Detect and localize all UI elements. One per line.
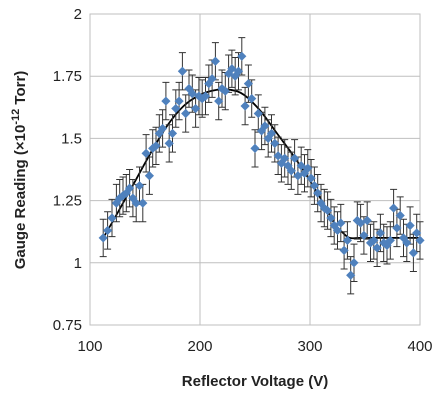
data-point <box>210 56 220 66</box>
data-point <box>177 66 187 76</box>
y-tick-label: 1.5 <box>61 130 82 147</box>
x-axis-title: Reflector Voltage (V) <box>182 373 328 390</box>
data-point <box>273 151 283 161</box>
data-point <box>214 96 224 106</box>
data-point <box>240 101 250 111</box>
data-point <box>131 198 141 208</box>
data-point <box>408 248 418 258</box>
data-point <box>107 213 117 223</box>
data-point <box>326 213 336 223</box>
data-point <box>372 243 382 253</box>
y-tick-label: 0.75 <box>53 317 82 334</box>
data-point <box>319 203 329 213</box>
data-point <box>293 171 303 181</box>
y-tick-labels: 0.75 1 1.25 1.5 1.75 2 <box>53 6 82 334</box>
data-point <box>125 183 135 193</box>
x-tick-label: 100 <box>77 338 102 355</box>
data-point <box>257 126 267 136</box>
data-point <box>174 96 184 106</box>
x-tick-labels: 100 200 300 400 <box>77 338 432 355</box>
y-tick-label: 1.75 <box>53 68 82 85</box>
data-point <box>405 220 415 231</box>
data-point <box>220 86 230 96</box>
data-point <box>415 235 425 246</box>
data-point <box>349 258 359 268</box>
data-point <box>164 138 174 148</box>
y-axis-title-suffix: Torr) <box>12 71 29 109</box>
data-point <box>184 84 194 94</box>
data-point <box>141 148 151 158</box>
data-point <box>250 143 260 153</box>
data-point <box>286 166 296 176</box>
y-axis-title-exponent: -12 <box>10 109 22 125</box>
data-point <box>309 181 319 191</box>
data-point <box>412 228 422 238</box>
data-point <box>98 233 108 243</box>
data-point <box>359 230 369 241</box>
data-point <box>346 270 356 280</box>
data-point <box>138 198 148 208</box>
data-point <box>103 225 113 236</box>
data-point <box>385 235 395 246</box>
data-point <box>362 215 372 226</box>
data-point <box>303 163 313 173</box>
data-point <box>339 245 349 255</box>
data-point <box>389 203 399 213</box>
y-tick-label: 1 <box>74 255 82 272</box>
data-point <box>243 79 253 89</box>
data-point <box>290 153 300 163</box>
data-point <box>352 215 362 226</box>
data-point <box>392 223 402 233</box>
data-point <box>247 93 257 104</box>
data-point <box>336 218 346 228</box>
data-point <box>266 128 277 139</box>
data-point <box>200 91 211 101</box>
data-point <box>233 66 244 76</box>
data-point <box>253 108 263 119</box>
data-point <box>167 128 178 139</box>
x-tick-label: 300 <box>297 338 322 355</box>
y-tick-label: 2 <box>74 6 82 23</box>
y-axis-title: Gauge Reading (×10-12 Torr) <box>10 71 29 270</box>
data-point <box>158 123 168 134</box>
plot-area-border <box>89 13 421 326</box>
fit-curve <box>102 88 420 240</box>
data-point <box>313 188 323 198</box>
data-point <box>375 228 385 238</box>
data-point <box>134 181 145 191</box>
y-tick-label: 1.25 <box>53 193 82 210</box>
data-point <box>342 235 352 246</box>
data-point <box>237 51 247 61</box>
data-point <box>260 121 270 131</box>
data-point <box>171 103 181 114</box>
data-points-layer <box>98 51 425 280</box>
data-point <box>323 205 333 216</box>
data-point <box>144 171 154 181</box>
data-point <box>402 238 412 248</box>
x-tick-label: 200 <box>187 338 212 355</box>
fit-curve-layer <box>102 88 420 240</box>
data-point <box>270 138 280 148</box>
x-tick-label: 400 <box>407 338 432 355</box>
data-point <box>395 210 405 221</box>
data-point <box>151 141 161 151</box>
data-point <box>161 96 171 106</box>
data-point <box>181 108 191 119</box>
data-point <box>332 225 343 236</box>
y-axis-title-prefix: Gauge Reading (×10 <box>12 125 29 270</box>
data-point <box>356 218 366 228</box>
data-point <box>207 74 217 84</box>
data-point <box>276 158 286 168</box>
data-point <box>280 153 290 163</box>
data-point <box>191 103 201 114</box>
data-point <box>217 84 227 94</box>
data-point <box>369 235 379 246</box>
data-point <box>306 173 316 183</box>
